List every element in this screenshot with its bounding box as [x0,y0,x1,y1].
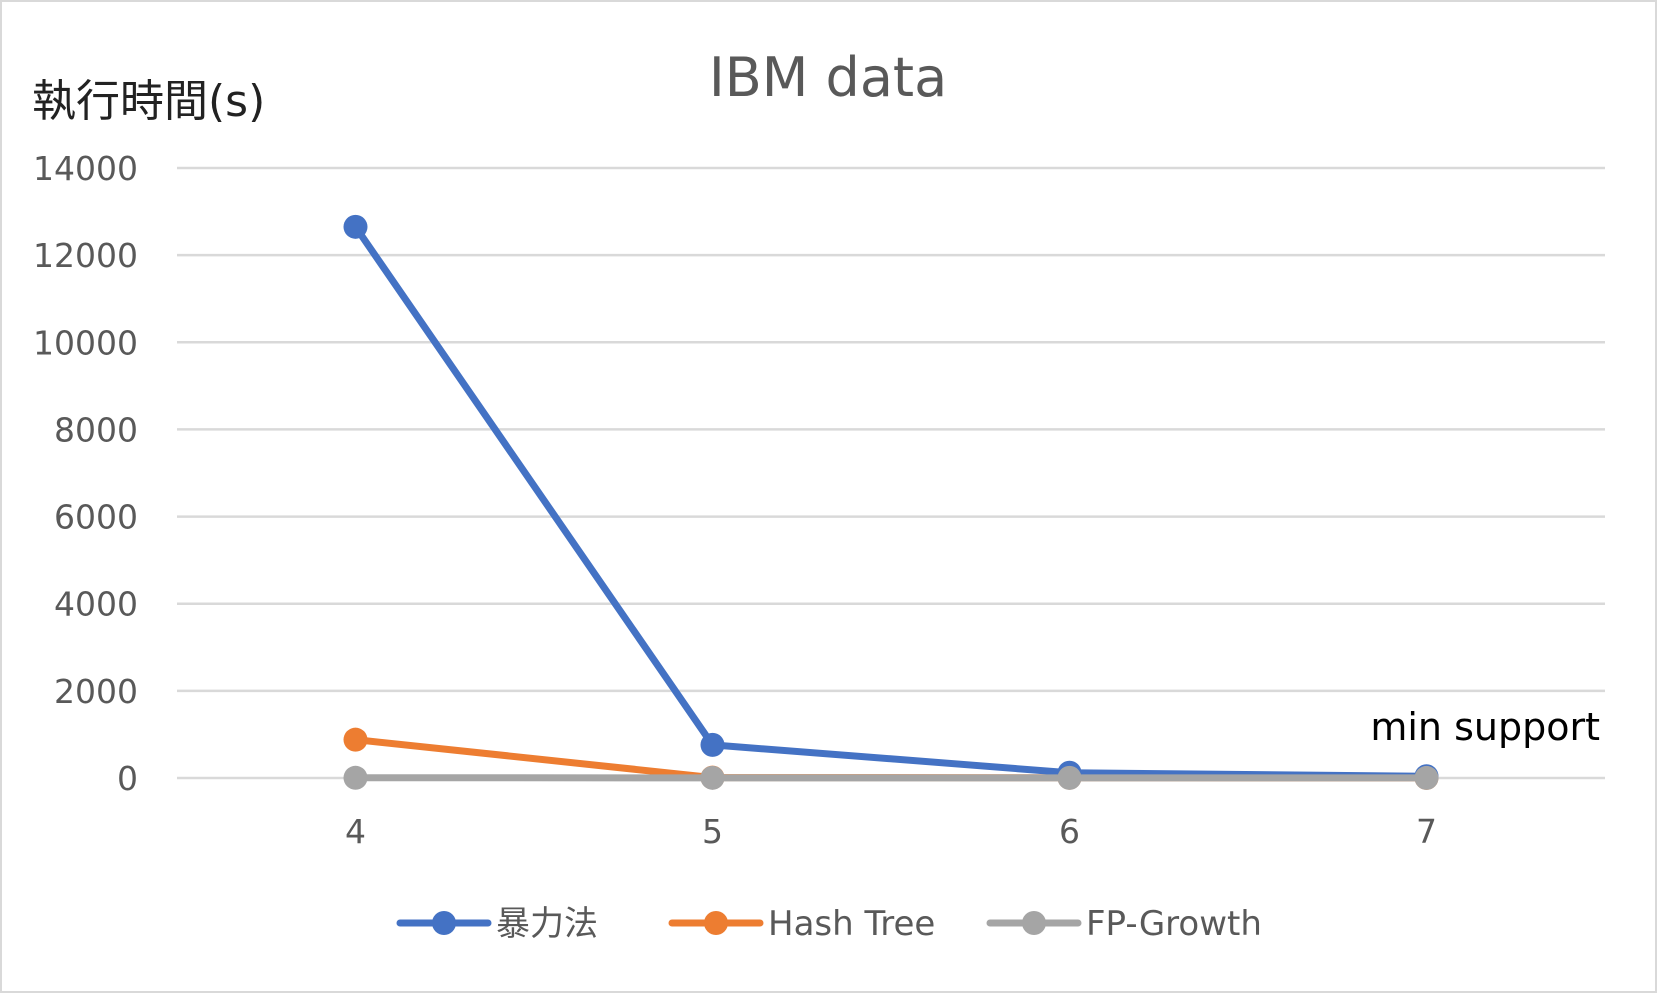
chart-title: IBM data [709,46,947,109]
y-tick-label: 12000 [33,236,138,275]
y-tick-label: 2000 [54,672,138,711]
y-tick-label: 8000 [54,410,138,449]
legend-label: 暴力法 [496,904,598,944]
legend-item: 暴力法 [396,904,598,944]
y-tick-label: 10000 [33,323,138,362]
y-axis-ticks: 0 2000 4000 6000 8000 10000 12000 14000 [33,149,138,798]
data-point [1414,765,1439,790]
series-2 [343,765,1439,790]
gridlines [177,166,1605,780]
x-tick-label: 4 [345,812,366,851]
y-tick-label: 14000 [33,149,138,188]
data-point [700,765,725,790]
series-lines [343,214,1439,790]
legend-label: FP-Growth [1086,904,1262,944]
x-axis-ticks: 4 5 6 7 [345,812,1437,851]
data-point [700,732,725,757]
data-point [343,214,368,239]
y-tick-label: 0 [117,759,138,798]
x-axis-title: min support [1370,705,1600,749]
legend-marker [432,911,456,935]
x-tick-label: 6 [1059,812,1080,851]
legend-item: Hash Tree [668,904,935,944]
legend: 暴力法 Hash Tree FP-Growth [396,904,1262,944]
x-tick-label: 7 [1416,812,1437,851]
legend-marker [704,911,728,935]
data-point [343,765,368,790]
data-point [1057,765,1082,790]
legend-item: FP-Growth [986,904,1262,944]
x-tick-label: 5 [702,812,723,851]
y-axis-title: 執行時間(s) [32,76,265,127]
y-tick-label: 4000 [54,585,138,624]
legend-marker [1022,911,1046,935]
y-tick-label: 6000 [54,498,138,537]
data-point [343,727,368,752]
legend-label: Hash Tree [768,904,935,944]
